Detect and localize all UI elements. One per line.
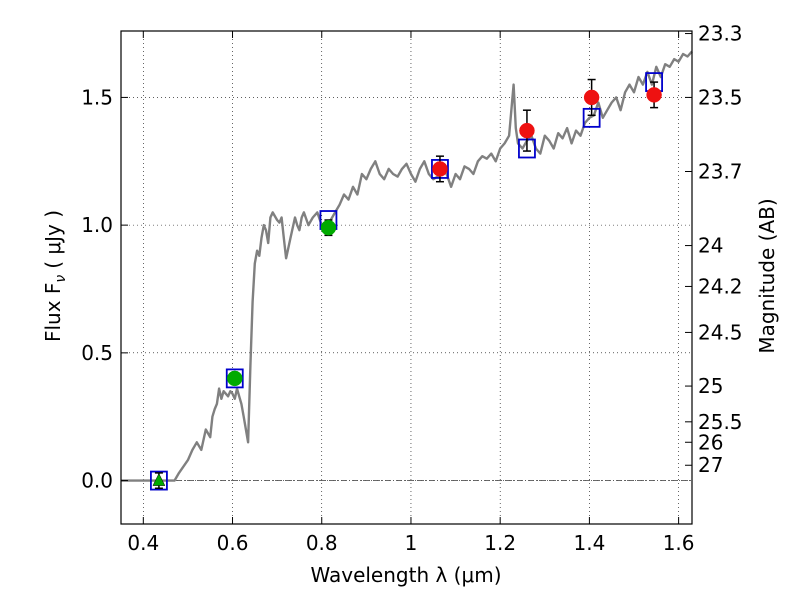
y-tick-label: 0.0	[81, 469, 113, 493]
observed-point	[583, 89, 600, 106]
observed-point	[519, 122, 535, 139]
x-tick-label: 0.6	[217, 531, 249, 555]
series-upper-limit	[152, 472, 166, 489]
magnitude-tick-label: 23.5	[698, 85, 743, 109]
x-axis-label: Wavelength λ (μm)	[310, 563, 501, 587]
axis-ticks: 0.4 0.6 0.8 1 1.2 1.4 1.6 0.0 0.5 1.0 1.5 23.3 23.5 2…	[81, 22, 742, 555]
magnitude-axis-label: Magnitude (AB)	[755, 198, 779, 353]
series-observed-green-	[227, 219, 337, 387]
magnitude-tick-label: 25.5	[698, 410, 743, 434]
y-tick-label: 1.0	[81, 213, 113, 237]
magnitude-tick-label: 27	[698, 453, 723, 477]
x-tick-label: 1.6	[663, 531, 695, 555]
x-tick-label: 0.4	[127, 531, 159, 555]
observed-point	[320, 219, 337, 236]
magnitude-tick-label: 23.7	[698, 159, 743, 183]
model-photometry-square	[150, 470, 168, 491]
series-layer	[121, 50, 693, 491]
plot-frame	[120, 30, 693, 525]
magnitude-tick-label: 25	[698, 374, 723, 398]
magnitude-tick-label: 24.5	[698, 320, 743, 344]
x-tick-label: 1.4	[573, 531, 605, 555]
observed-point	[646, 87, 662, 103]
upper-limit-triangle	[152, 473, 166, 486]
y-axis-label-subscript: ν	[53, 275, 69, 283]
magnitude-tick-label: 24.2	[698, 274, 743, 298]
x-tick-label: 0.8	[306, 531, 338, 555]
observed-point	[227, 370, 243, 387]
y-axis-label-main: Flux F	[41, 283, 65, 342]
observed-point	[432, 161, 448, 177]
magnitude-tick-label: 24	[698, 234, 723, 258]
magnitude-tick-label: 23.3	[698, 22, 743, 46]
magnitude-tick-label: 26	[698, 430, 723, 454]
series-observed-red-	[432, 78, 662, 183]
x-tick-label: 1	[405, 531, 418, 555]
y-tick-label: 1.5	[81, 85, 113, 109]
model-spectrum-line	[121, 50, 693, 482]
y-axis-label: Flux Fν ( μJy )	[41, 210, 69, 342]
x-tick-label: 1.2	[484, 531, 516, 555]
model-photometry-square	[225, 368, 244, 389]
series-model-sed	[121, 50, 693, 482]
y-axis-label-unit: ( μJy )	[41, 210, 65, 269]
y-tick-label: 0.5	[81, 341, 113, 365]
